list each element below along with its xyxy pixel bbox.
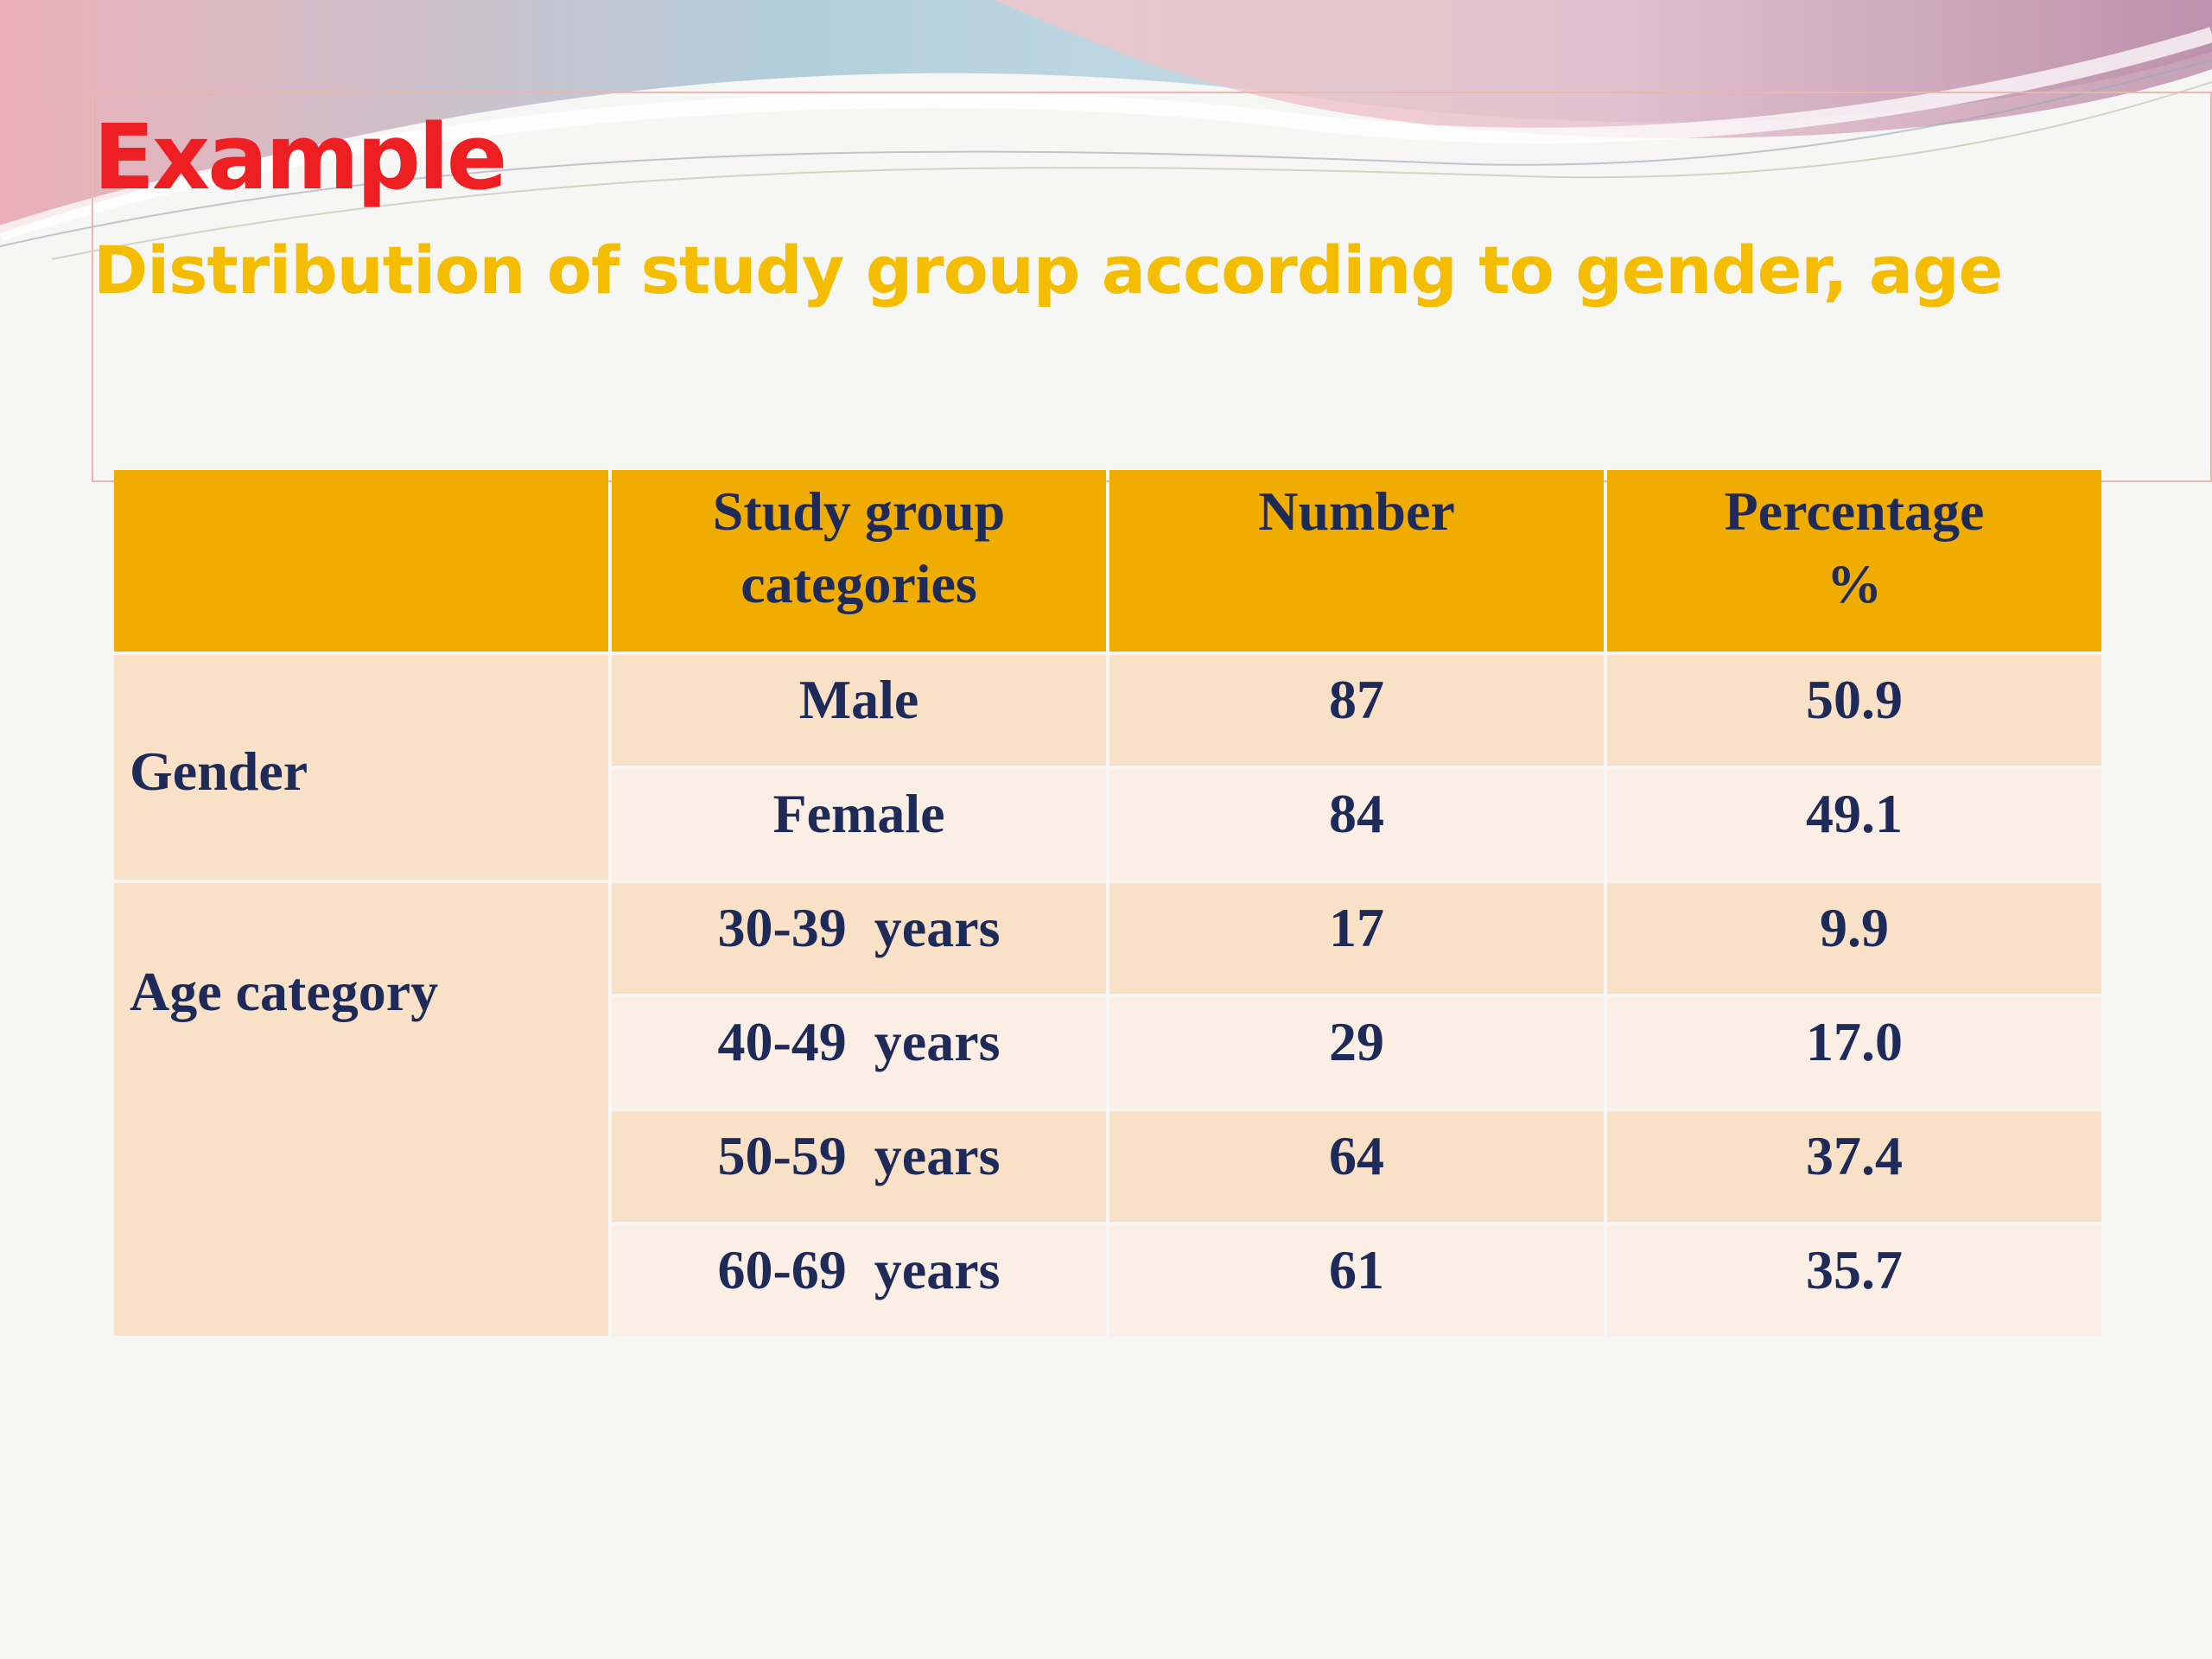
background-wave-decoration (0, 0, 2212, 260)
header-line: % (1827, 553, 1882, 614)
table-row: Female 84 49.1 (114, 769, 2101, 880)
percentage-cell: 37.4 (1607, 1111, 2101, 1222)
number-cell: 17 (1109, 883, 1604, 994)
header-empty-cell (114, 470, 608, 652)
slide-title: Example (93, 105, 507, 210)
distribution-table: Study group categories Number Percentage… (111, 467, 2105, 1339)
percentage-cell: 17.0 (1607, 997, 2101, 1108)
table-row: 50-59 years 64 37.4 (114, 1111, 2101, 1222)
header-number: Number (1109, 470, 1604, 652)
category-cell: 60-69 years (612, 1225, 1106, 1336)
number-cell: 87 (1109, 655, 1604, 766)
category-cell: 30-39 years (612, 883, 1106, 994)
table-row: 60-69 years 61 35.7 (114, 1225, 2101, 1336)
header-study-group-categories: Study group categories (612, 470, 1106, 652)
table-row: 40-49 years 29 17.0 (114, 997, 2101, 1108)
slide-subtitle: Distribution of study group according to… (93, 232, 2003, 308)
table-row: Gender Male 87 50.9 (114, 655, 2101, 880)
group-label-gender: Gender (114, 655, 608, 880)
category-cell: Male (612, 655, 1106, 766)
percentage-cell: 50.9 (1607, 655, 2101, 766)
number-cell: 29 (1109, 997, 1604, 1108)
percentage-cell: 35.7 (1607, 1225, 2101, 1336)
category-cell: 40-49 years (612, 997, 1106, 1108)
table-header-row: Study group categories Number Percentage… (114, 470, 2101, 652)
group-label-age-category: Age category (114, 883, 608, 1336)
header-line: Study group (712, 480, 1006, 542)
header-line: Number (1258, 480, 1455, 542)
category-cell: Female (612, 769, 1106, 880)
number-cell: 61 (1109, 1225, 1604, 1336)
percentage-cell: 49.1 (1607, 769, 2101, 880)
category-cell: 50-59 years (612, 1111, 1106, 1222)
header-line: categories (741, 553, 977, 614)
header-percentage: Percentage % (1607, 470, 2101, 652)
percentage-cell: 9.9 (1607, 883, 2101, 994)
table-row: Age category 30-39 years 17 9.9 (114, 883, 2101, 1336)
number-cell: 84 (1109, 769, 1604, 880)
header-line: Percentage (1724, 480, 1985, 542)
number-cell: 64 (1109, 1111, 1604, 1222)
